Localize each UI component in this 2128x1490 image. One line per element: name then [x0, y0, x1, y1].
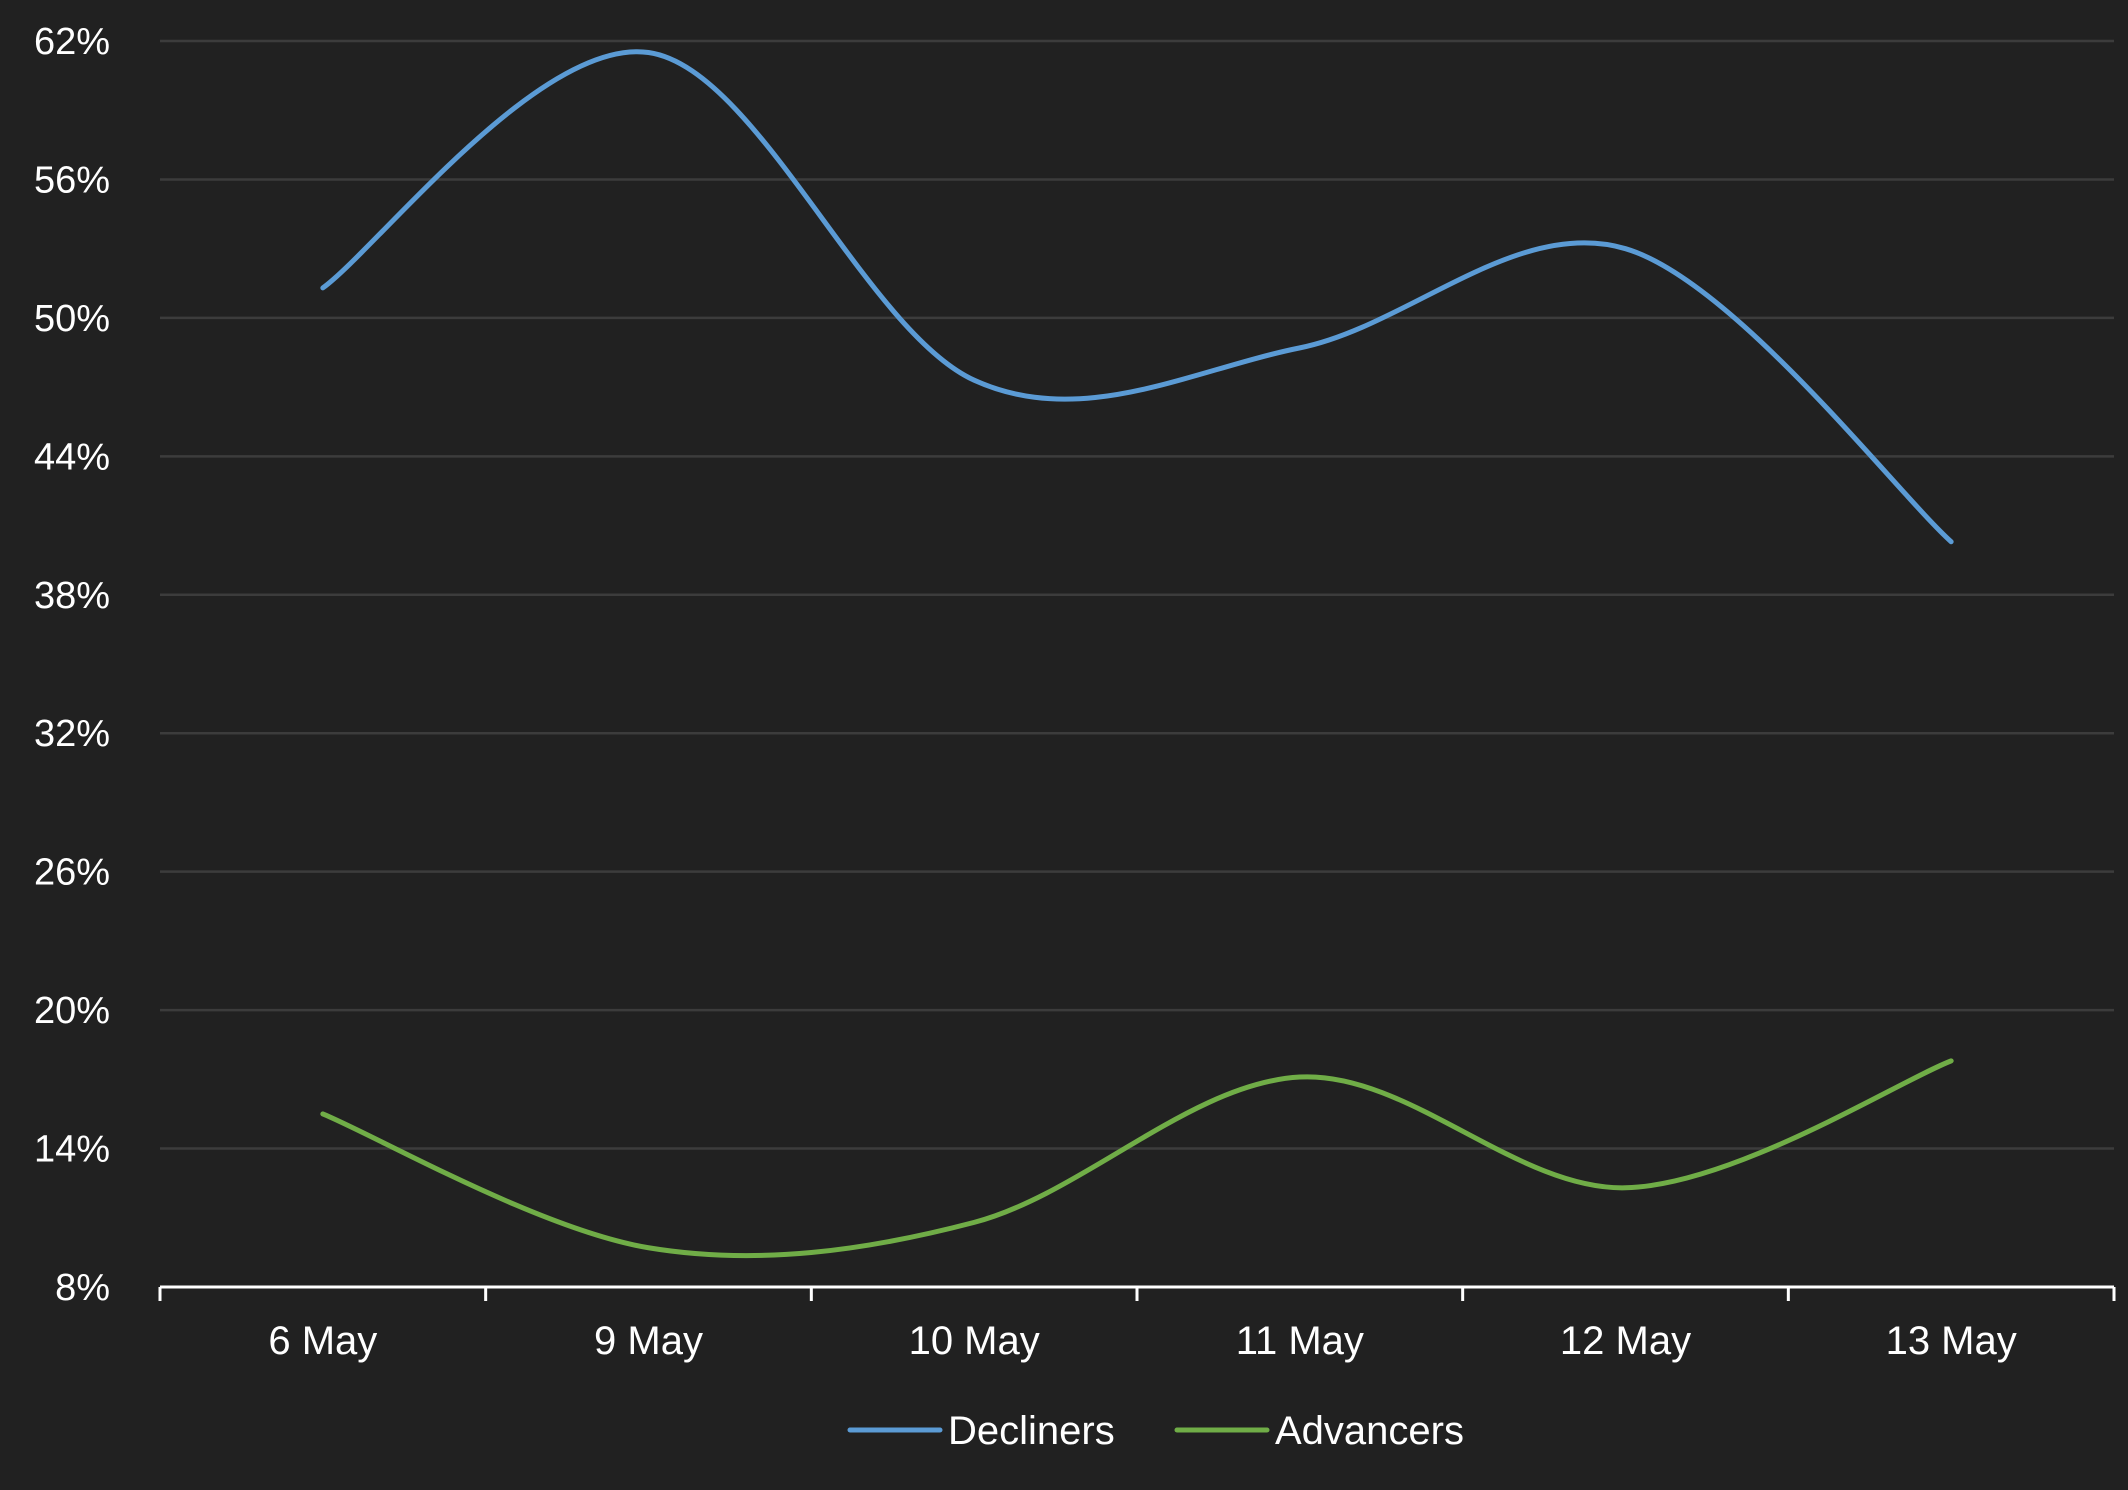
y-tick-label: 62%	[34, 21, 110, 63]
series-lines	[320, 49, 1954, 1259]
legend-label-advancers: Advancers	[1275, 1409, 1464, 1453]
y-axis-ticks: 62% 56% 50% 44% 38% 32% 26% 20% 14% 8%	[34, 21, 110, 1309]
series-line-decliners	[320, 49, 1954, 545]
y-tick-label: 32%	[34, 713, 110, 755]
x-tick-label: 12 May	[1560, 1319, 1691, 1363]
legend-label-decliners: Decliners	[948, 1409, 1115, 1453]
y-tick-label: 50%	[34, 298, 110, 340]
y-tick-label: 20%	[34, 990, 110, 1032]
y-tick-label: 14%	[34, 1129, 110, 1171]
x-tick-label: 11 May	[1236, 1319, 1364, 1363]
y-tick-label: 8%	[55, 1267, 110, 1309]
y-tick-label: 38%	[34, 575, 110, 617]
series-line-advancers	[320, 1058, 1954, 1259]
x-tick-label: 13 May	[1886, 1319, 2017, 1363]
gridlines	[160, 39, 2114, 1150]
y-tick-label: 26%	[34, 852, 110, 894]
x-axis: 6 May 9 May 10 May 11 May 12 May 13 May	[158, 1285, 2116, 1363]
legend: Decliners Advancers	[847, 1409, 1464, 1453]
y-tick-label: 56%	[34, 159, 110, 201]
x-tick-label: 9 May	[594, 1319, 703, 1363]
x-tick-label: 10 May	[909, 1319, 1040, 1363]
x-tick-label: 6 May	[268, 1319, 377, 1363]
y-tick-label: 44%	[34, 436, 110, 478]
